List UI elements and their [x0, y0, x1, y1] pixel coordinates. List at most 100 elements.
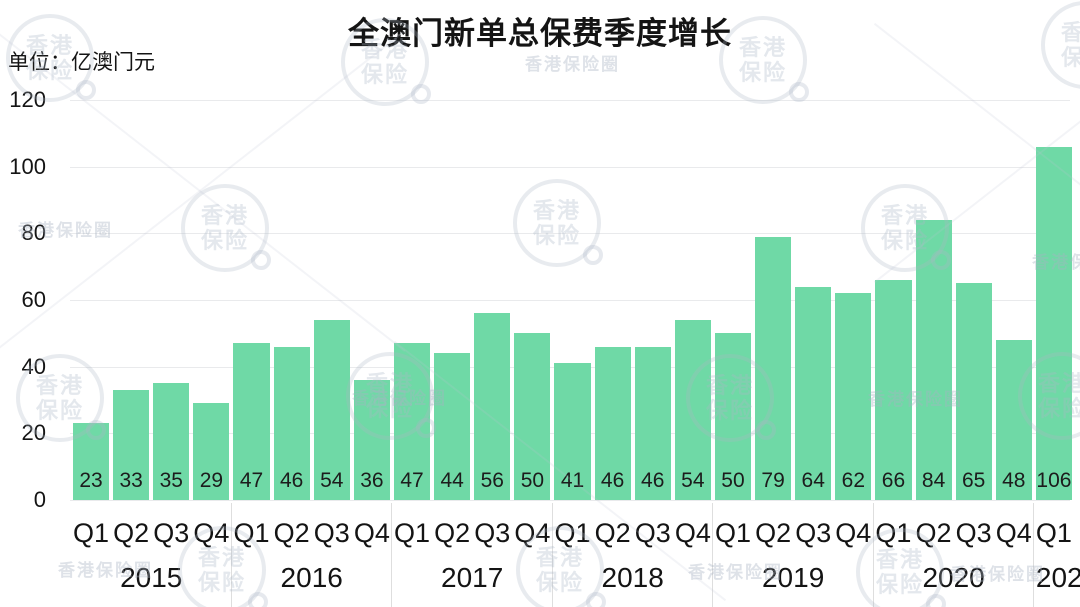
quarter-label: Q1	[554, 518, 591, 548]
bar-value-label: 54	[681, 469, 705, 492]
y-tick-label: 60	[21, 287, 46, 312]
quarter-label: Q1	[233, 518, 270, 548]
bar: 48	[995, 340, 1032, 500]
bar-value-label: 50	[721, 468, 745, 492]
bar: 79	[755, 236, 792, 500]
bar: 65	[955, 283, 992, 500]
bar: 66	[875, 280, 912, 500]
quarter-label: Q4	[353, 518, 390, 548]
bar: 56	[474, 313, 511, 500]
quarter-label: Q1	[1035, 518, 1072, 548]
year-separator	[391, 503, 393, 607]
quarter-label: Q2	[594, 518, 631, 548]
gridline-y-100	[70, 166, 1070, 168]
bar-value-label: 54	[320, 469, 344, 492]
quarter-label: Q3	[634, 518, 671, 548]
quarter-label: Q4	[514, 518, 551, 548]
bar-value-label: 41	[560, 468, 585, 492]
bar-value-label: 46	[279, 468, 304, 492]
quarter-label: Q3	[153, 518, 190, 548]
year-label: 2021	[1035, 562, 1080, 593]
bar-value-label: 46	[600, 468, 625, 492]
year-separator	[1033, 503, 1035, 607]
gridline-y-0	[70, 500, 1070, 501]
quarter-label: Q2	[273, 518, 310, 548]
quarter-label: Q1	[393, 518, 431, 548]
y-tick-label: 40	[21, 353, 46, 379]
y-tick-label: 0	[33, 487, 46, 512]
bar: 50	[514, 333, 551, 500]
bar-value-label: 66	[881, 469, 906, 492]
quarter-label: Q2	[755, 518, 792, 548]
bar: 50	[714, 333, 752, 500]
bar: 84	[915, 220, 952, 500]
quarter-label: Q4	[674, 518, 711, 548]
bar-value-label: 47	[400, 468, 424, 492]
bar-value-label: 64	[801, 468, 825, 492]
quarter-label: Q1	[875, 518, 912, 548]
bar-value-label: 50	[520, 468, 545, 492]
y-tick-label: 20	[21, 420, 46, 446]
bar-value-label: 79	[761, 468, 785, 492]
bar-value-label: 84	[921, 469, 946, 492]
year-label: 2016	[280, 562, 343, 593]
bar: 54	[674, 320, 711, 500]
bar-value-label: 23	[79, 468, 103, 492]
year-label: 2017	[441, 562, 504, 593]
bar: 47	[393, 343, 431, 500]
quarter-label: Q2	[113, 518, 150, 548]
year-separator	[551, 503, 553, 607]
y-tick-label: 120	[9, 87, 46, 112]
bar: 47	[233, 343, 270, 500]
year-separator	[230, 503, 232, 607]
bar: 29	[193, 403, 230, 500]
year-label: 2019	[761, 562, 825, 593]
quarter-label: Q2	[915, 518, 952, 548]
bar-value-label: 35	[159, 468, 183, 492]
quarter-label: Q4	[835, 518, 872, 548]
bar-value-label: 29	[199, 468, 224, 492]
bar: 64	[795, 286, 832, 500]
bar-value-label: 33	[119, 469, 143, 492]
bar-value-label: 36	[360, 469, 384, 492]
quarter-label: Q3	[955, 518, 992, 548]
bar: 44	[434, 353, 471, 500]
quarter-label: Q3	[313, 518, 350, 548]
bar: 46	[273, 346, 310, 500]
gridline-y-120	[70, 100, 1070, 101]
year-label: 2018	[601, 562, 664, 593]
quarter-label: Q4	[995, 518, 1032, 548]
bar: 62	[835, 293, 872, 500]
quarter-label: Q1	[73, 518, 110, 548]
year-separator	[872, 503, 874, 607]
bar: 35	[153, 383, 190, 500]
bar: 36	[353, 380, 390, 500]
year-label: 2015	[120, 562, 183, 593]
bar-value-label: 47	[239, 468, 264, 492]
year-separator	[712, 503, 714, 607]
bar-value-label: 62	[841, 468, 865, 492]
bar: 46	[594, 346, 631, 500]
unit-label: 单位：亿澳门元	[8, 51, 155, 74]
bar: 23	[73, 423, 110, 500]
bar-value-label: 48	[1002, 469, 1026, 492]
gridline-y-60	[70, 300, 1070, 301]
bar: 106	[1035, 146, 1072, 500]
gridline-y-80	[70, 233, 1070, 235]
bar: 54	[313, 320, 350, 500]
bar-value-label: 106	[1036, 468, 1072, 492]
year-label: 2020	[922, 562, 985, 593]
quarter-label: Q3	[474, 518, 511, 548]
quarter-label: Q1	[714, 518, 751, 548]
bar-value-label: 46	[641, 468, 665, 492]
quarter-label: Q3	[795, 518, 832, 548]
bar-value-label: 65	[962, 468, 986, 492]
bar: 41	[554, 363, 591, 500]
quarter-label: Q2	[434, 518, 471, 548]
chart-title: 全澳门新单总保费季度增长	[348, 16, 732, 51]
bar-value-label: 44	[440, 468, 464, 492]
bar-value-label: 56	[480, 468, 504, 492]
bar: 46	[634, 346, 671, 500]
